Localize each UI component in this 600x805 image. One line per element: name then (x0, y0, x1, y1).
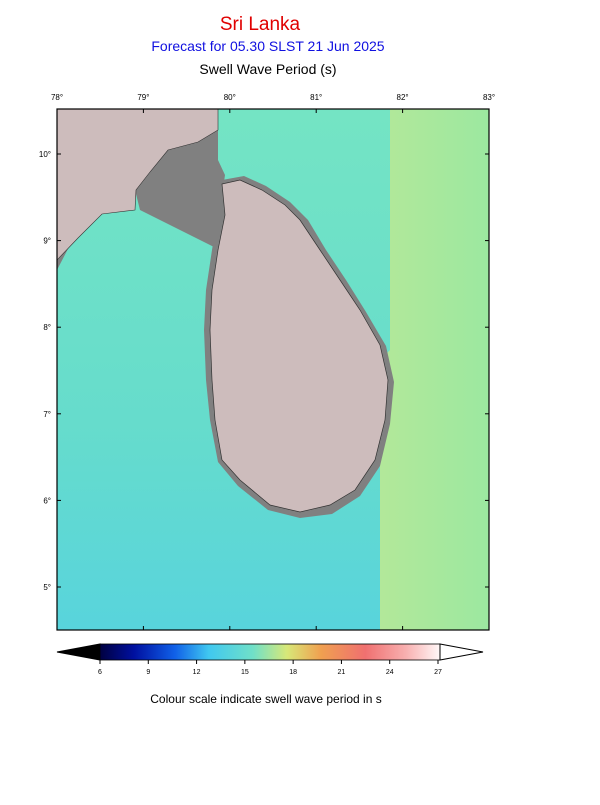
colorbar (99, 643, 441, 661)
colorbar-tick-label: 6 (98, 669, 102, 676)
axis-labels: 78° 79° 80° 81° 82° 83° 10° 9° 8° 7° 6° 5° (39, 93, 495, 630)
colorbar-ticks: 6 9 12 15 18 21 24 27 (98, 660, 442, 676)
lat-label: 10° (39, 150, 51, 159)
lat-label: 8° (43, 323, 51, 332)
subtitle: Forecast for 05.30 SLST 21 Jun 2025 (151, 38, 384, 54)
map-area (57, 109, 489, 630)
lat-label: 7° (43, 410, 51, 419)
sri-lanka-land (209, 179, 389, 513)
colorbar-tick-label: 27 (434, 669, 442, 676)
colorbar-tick-label: 24 (386, 669, 394, 676)
colorbar-tick-label: 18 (289, 669, 297, 676)
parameter: Swell Wave Period (s) (199, 61, 336, 77)
lon-label: 80° (224, 93, 236, 102)
colorbar-tick-label: 9 (146, 669, 150, 676)
title: Sri Lanka (220, 14, 301, 35)
colorbar-over (439, 643, 484, 661)
colorbar-caption: Colour scale indicate swell wave period … (150, 692, 381, 706)
lat-label: 9° (43, 237, 51, 246)
east-sea (218, 109, 489, 630)
map-frame (56, 108, 490, 631)
lon-label: 83° (483, 93, 495, 102)
lat-label: 6° (43, 496, 51, 505)
colorbar-tick-label: 21 (338, 669, 346, 676)
india-land (57, 109, 219, 261)
colorbar-tick-label: 15 (241, 669, 249, 676)
lon-label: 79° (137, 93, 149, 102)
lat-label: 5° (43, 583, 51, 592)
lon-label: 81° (310, 93, 322, 102)
lon-label: 82° (397, 93, 409, 102)
colorbar-under (56, 643, 101, 661)
lon-label: 78° (51, 93, 63, 102)
colorbar-tick-label: 12 (193, 669, 201, 676)
